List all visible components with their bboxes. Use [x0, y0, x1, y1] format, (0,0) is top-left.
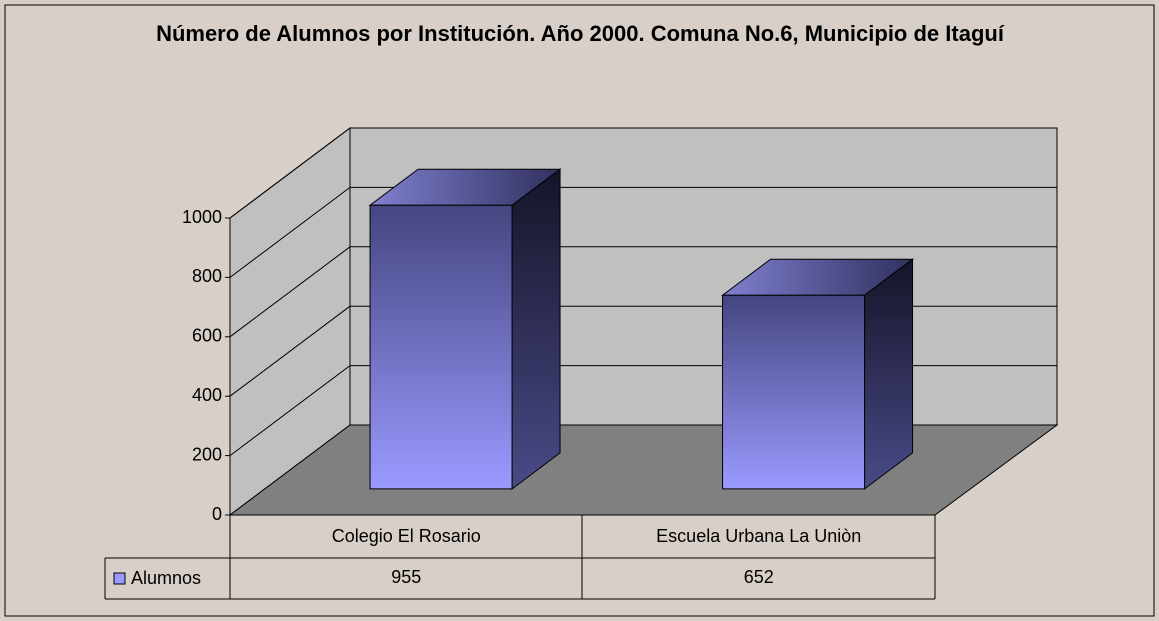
legend-label: Alumnos	[131, 568, 201, 588]
x-tick-label: Colegio El Rosario	[332, 526, 481, 546]
table-value: 955	[391, 567, 421, 587]
y-tick-label: 800	[192, 266, 222, 286]
y-tick-label: 0	[212, 504, 222, 524]
bar-front	[722, 294, 866, 490]
grid-line	[229, 305, 351, 397]
grid-line	[229, 246, 351, 338]
bar-front	[369, 204, 513, 490]
bar-side	[511, 168, 561, 490]
chart-title: Número de Alumnos por Institución. Año 2…	[156, 21, 1004, 46]
bar	[368, 168, 562, 490]
y-tick-label: 1000	[182, 207, 222, 227]
y-tick-label: 400	[192, 385, 222, 405]
grid-line	[229, 186, 351, 278]
grid-line	[229, 127, 351, 219]
y-tick-label: 600	[192, 326, 222, 346]
grid-line	[229, 365, 351, 457]
floor	[228, 424, 1059, 516]
x-tick-label: Escuela Urbana La Uniòn	[656, 526, 861, 546]
bar-side	[864, 258, 914, 490]
legend-swatch	[113, 572, 126, 585]
bar	[721, 258, 915, 490]
table-value: 652	[744, 567, 774, 587]
y-tick-label: 200	[192, 444, 222, 464]
